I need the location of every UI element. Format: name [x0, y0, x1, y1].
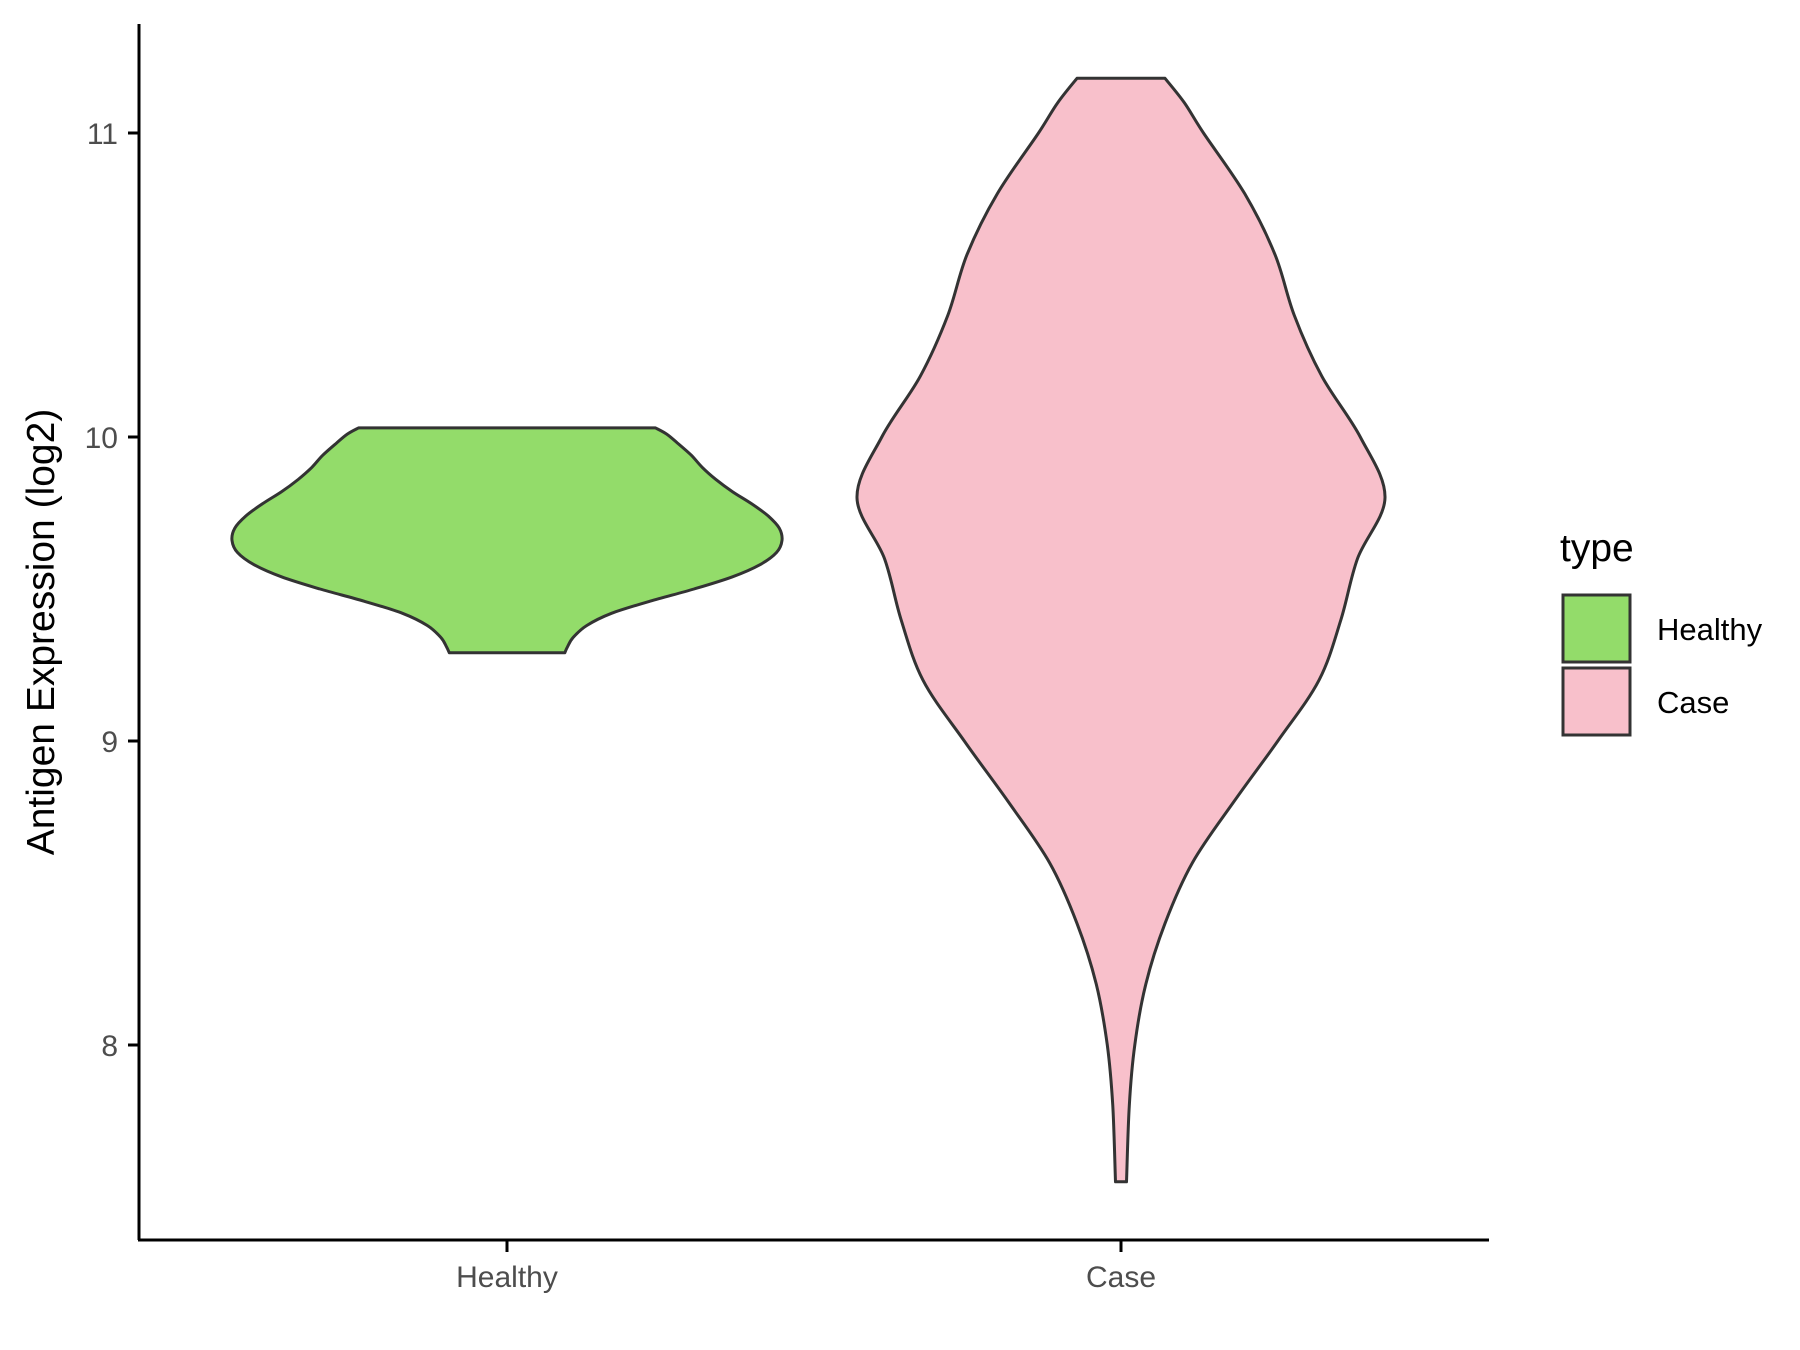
- violin-case: [855, 76, 1387, 1184]
- x-tick-label: Case: [1086, 1261, 1156, 1294]
- legend-label-healthy: Healthy: [1657, 612, 1763, 647]
- legend-title: type: [1560, 527, 1634, 570]
- x-ticks: Healthy Case: [456, 1240, 1156, 1294]
- axes: [137, 24, 1489, 1242]
- x-tick-label: Healthy: [456, 1261, 558, 1294]
- legend-label-case: Case: [1657, 685, 1729, 720]
- y-tick-label: 9: [101, 726, 118, 759]
- y-tick-label: 8: [101, 1030, 118, 1063]
- legend-key-case: [1561, 666, 1632, 737]
- legend-key-healthy: [1561, 593, 1632, 664]
- y-tick-label: 10: [85, 422, 118, 455]
- legend-items: Healthy Case: [1561, 593, 1763, 737]
- violin-healthy: [230, 426, 784, 655]
- y-axis-title: Antigen Expression (log2): [20, 409, 63, 856]
- y-tick-label: 11: [87, 118, 118, 151]
- y-ticks: 8 9 10 11: [85, 118, 139, 1063]
- legend: type Healthy Case: [1560, 527, 1763, 737]
- violin-layer: [230, 76, 1387, 1184]
